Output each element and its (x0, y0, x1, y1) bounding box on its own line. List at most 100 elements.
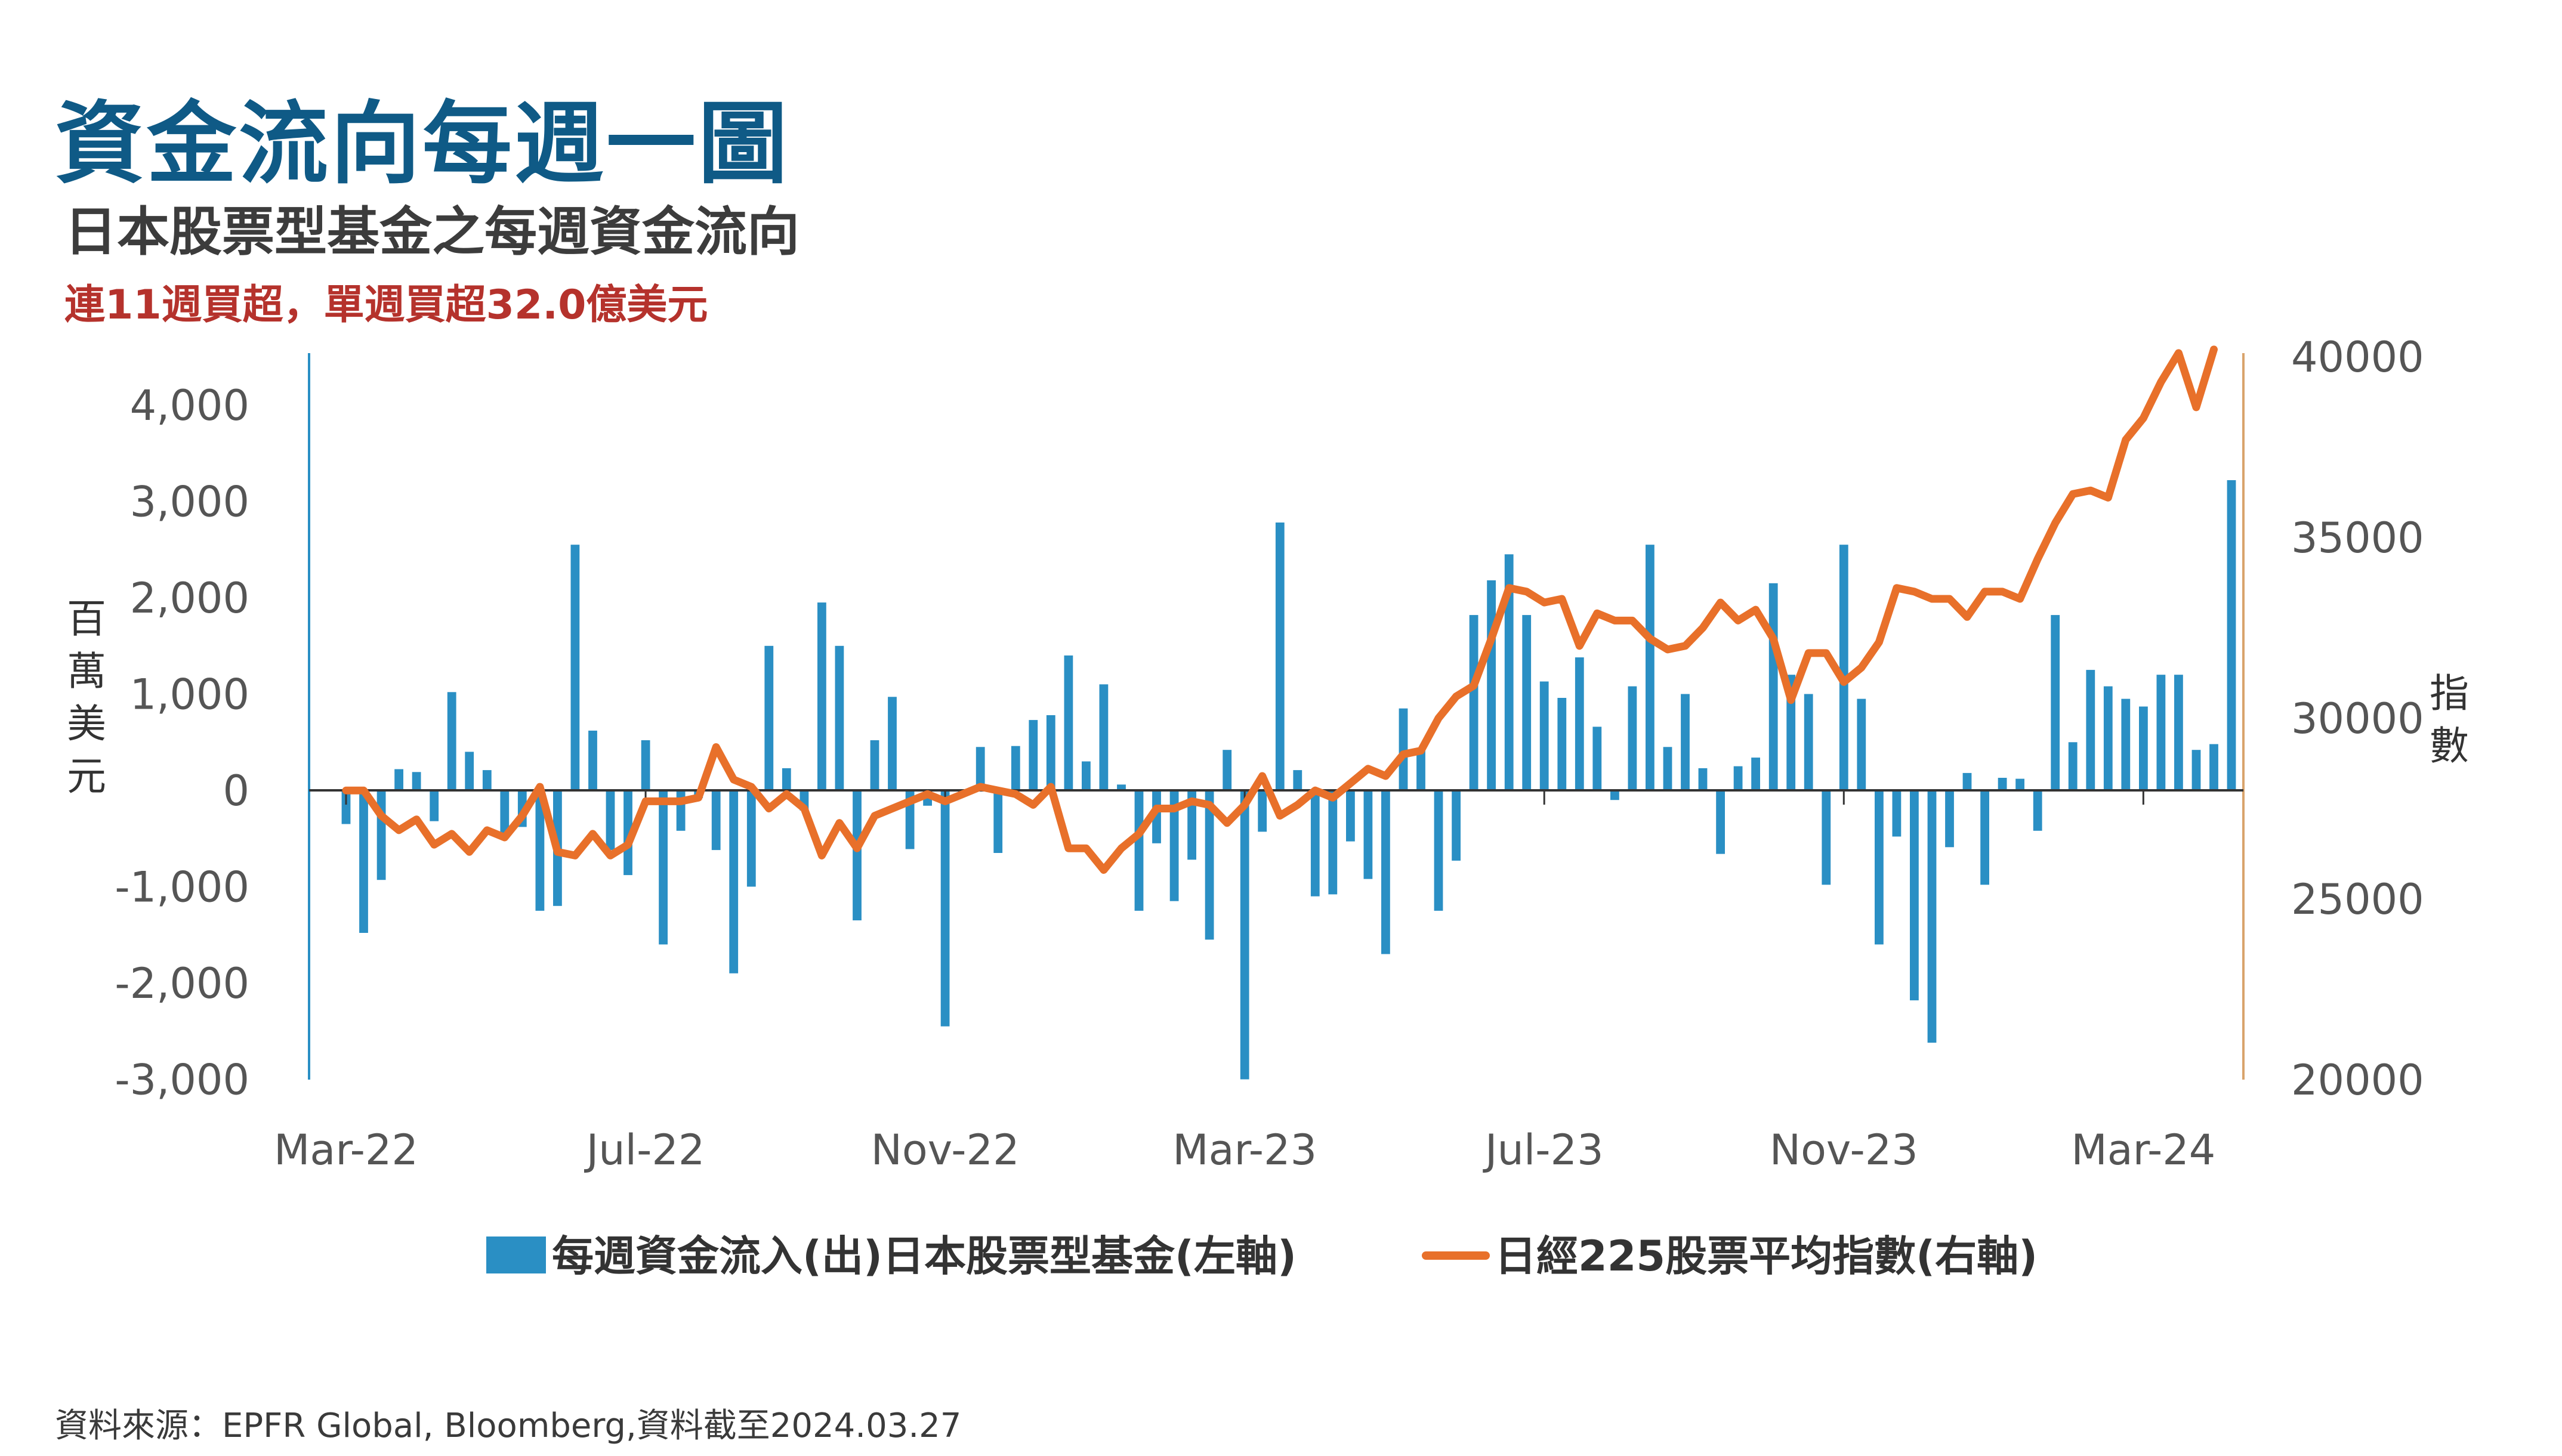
flow-bar (1011, 746, 1020, 790)
left-tick-label: 1,000 (130, 670, 249, 719)
flow-bar (1575, 657, 1584, 790)
flow-bar (430, 790, 439, 821)
flow-bar (1698, 768, 1708, 790)
left-axis-label-char: 萬 (67, 648, 106, 694)
flow-bar (1152, 790, 1161, 843)
x-tick-label: Nov-22 (871, 1126, 1020, 1174)
right-tick-group: 40000 35000 30000 25000 20000 (2291, 333, 2424, 1105)
flow-bar (2209, 744, 2218, 790)
flow-bar (2174, 675, 2183, 790)
left-tick-label: 2,000 (130, 574, 249, 623)
flow-bar (641, 740, 650, 790)
flow-bar (746, 790, 756, 887)
flow-bar (2068, 742, 2078, 791)
flow-bar (1892, 790, 1902, 837)
flow-bar (1117, 784, 1126, 790)
flow-bar (1293, 770, 1302, 790)
flow-bar (394, 769, 403, 790)
flow-bar (2227, 480, 2236, 790)
x-tick-label: Mar-22 (274, 1126, 418, 1174)
flow-bar (1998, 778, 2007, 790)
left-axis-label-char: 百 (67, 596, 106, 642)
right-tick-label: 40000 (2291, 333, 2424, 382)
left-axis-label-char: 美 (67, 701, 106, 747)
flow-bar (588, 730, 597, 790)
flow-bar (1839, 545, 1848, 790)
flow-bar (993, 790, 1003, 853)
right-tick-label: 25000 (2291, 875, 2424, 924)
right-axis-label-char: 指 (2430, 670, 2469, 716)
flow-bar (1875, 790, 1884, 945)
flow-bar (1223, 750, 1232, 790)
flow-bar (1452, 790, 1461, 861)
flow-bar (570, 545, 580, 790)
flow-bar (817, 602, 826, 790)
flow-bar (1363, 790, 1373, 879)
flow-bar (1469, 615, 1478, 790)
flow-bar (2015, 778, 2024, 790)
flow-bar (1487, 580, 1496, 790)
flow-bar (1205, 790, 1214, 940)
flow-bar (1346, 790, 1355, 842)
x-tick-group: Mar-22 Jul-22 Nov-22 Mar-23 Jul-23 Nov-23 Mar-… (274, 790, 2215, 1174)
x-tick-label: Jul-23 (1483, 1126, 1604, 1174)
flow-bar (1592, 727, 1602, 790)
flow-bar (1099, 684, 1109, 790)
page-title: 資金流向每週一圖 (55, 92, 791, 196)
flow-bar (1786, 675, 1796, 790)
flow-bar (1628, 686, 1637, 790)
flow-bar (1434, 790, 1443, 911)
flow-bar (1910, 790, 1919, 1001)
flow-bar (447, 692, 456, 790)
flow-bar (1751, 758, 1760, 790)
flow-bar (2103, 686, 2113, 790)
flow-bar (623, 790, 632, 876)
flow-bar (412, 772, 421, 790)
flow-bar (1733, 766, 1743, 790)
flow-bar (870, 740, 879, 790)
flow-bar (1258, 790, 1267, 832)
flow-bar (2139, 706, 2148, 790)
flow-bar (2156, 675, 2166, 790)
flow-bar (1416, 749, 1425, 790)
flow-bar (1240, 790, 1249, 1080)
right-tick-label: 35000 (2291, 514, 2424, 562)
nikkei-line (342, 345, 2218, 874)
x-tick-label: Mar-24 (2071, 1126, 2215, 1174)
flow-bar (729, 790, 739, 973)
flow-bar (2191, 750, 2201, 790)
flow-bar (1945, 790, 1954, 848)
chart-subtitle: 日本股票型基金之每週資金流向 (64, 201, 800, 262)
chart-legend: 每週資金流入(出)日本股票型基金(左軸) 日經225股票平均指數(右軸) (486, 1232, 2038, 1281)
flow-bar (376, 790, 386, 880)
x-tick-label: Jul-22 (584, 1126, 705, 1174)
flow-bar (659, 790, 668, 945)
flow-bar (1927, 790, 1937, 1043)
flow-bar (1646, 545, 1655, 790)
flow-bar (1522, 615, 1532, 790)
chart-highlight-note: 連11週買超，單週買超32.0億美元 (64, 282, 708, 329)
left-tick-label: 3,000 (130, 478, 249, 527)
flow-bar (1804, 694, 1813, 790)
flow-bar (2121, 698, 2131, 790)
flow-bar (1134, 790, 1144, 911)
flow-bar (606, 790, 615, 851)
flow-bar (2051, 615, 2060, 790)
right-tick-label: 20000 (2291, 1056, 2424, 1105)
right-axis-label: 指數 (2430, 670, 2469, 769)
flow-bar (341, 790, 351, 824)
flow-bar (482, 770, 492, 790)
flow-bar (1716, 790, 1725, 854)
left-tick-label: 0 (223, 766, 249, 815)
left-tick-label: 4,000 (130, 381, 249, 430)
flow-bar (1310, 790, 1320, 897)
flow-bar (888, 697, 897, 790)
flow-bar (1169, 790, 1179, 901)
right-tick-label: 30000 (2291, 694, 2424, 743)
flow-bar (359, 790, 368, 933)
flow-bar (1504, 554, 1514, 790)
flow-bar (1681, 694, 1690, 790)
flow-bar (1768, 583, 1778, 790)
flow-bar (465, 752, 474, 790)
